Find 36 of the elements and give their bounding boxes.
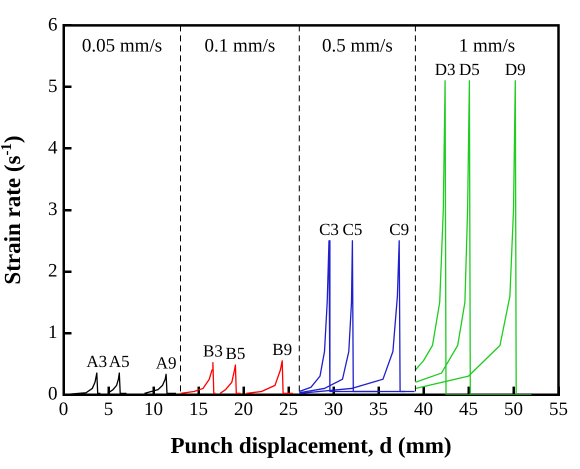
- x-tick-label: 5: [104, 398, 114, 420]
- annotation: 0.5 mm/s: [322, 35, 393, 56]
- series-label: D3: [434, 60, 456, 79]
- x-tick-label: 40: [414, 398, 433, 420]
- series-label: A5: [108, 352, 130, 372]
- series-label: B5: [225, 344, 246, 364]
- x-tick-label: 35: [369, 398, 388, 420]
- x-tick-label: 10: [144, 398, 163, 420]
- y-tick-label: 4: [48, 137, 58, 158]
- x-tick-label: 55: [549, 398, 568, 420]
- x-tick-label: 25: [279, 398, 298, 420]
- series-label: C9: [389, 220, 410, 239]
- y-tick-label: 6: [48, 14, 58, 36]
- series-label: D5: [459, 60, 480, 79]
- annotation: 0.1 mm/s: [204, 35, 276, 56]
- y-tick-label: 0: [48, 384, 58, 405]
- series-label: C5: [342, 220, 362, 239]
- series-label: D9: [504, 60, 526, 79]
- y-tick-label: 1: [48, 322, 58, 344]
- series-label: A9: [156, 353, 176, 372]
- x-axis-title: Punch displacement, d (mm): [170, 433, 452, 458]
- annotation: 1 mm/s: [458, 35, 516, 56]
- series-label: A3: [86, 352, 108, 372]
- x-tick-label: 15: [189, 398, 208, 420]
- annotation: 0.05 mm/s: [82, 35, 162, 56]
- y-tick-label: 2: [48, 260, 58, 282]
- x-tick-label: 45: [459, 398, 478, 420]
- y-tick-label: 3: [48, 198, 58, 220]
- x-tick-label: 50: [504, 398, 523, 420]
- series-label: B9: [272, 340, 292, 359]
- x-tick-label: 20: [234, 398, 253, 420]
- y-tick-label: 5: [48, 76, 58, 97]
- series-label: C3: [319, 220, 339, 239]
- series-label: B3: [202, 342, 223, 361]
- x-tick-label: 30: [324, 398, 343, 420]
- y-axis-title: Strain rate (s-1): [0, 135, 25, 285]
